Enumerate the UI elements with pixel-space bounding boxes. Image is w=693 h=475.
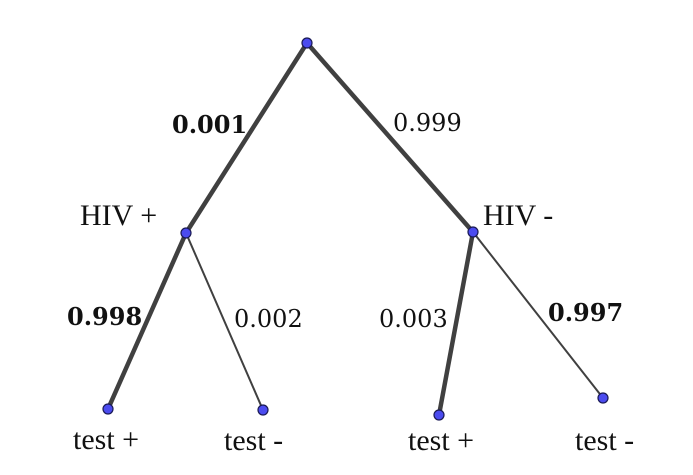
prob-label-hiv-pos-test-pos: 0.998 [67,302,142,331]
node-hiv-pos [180,227,192,239]
node-label-neg-test-neg: test - [575,424,634,457]
edge-hiv-pos-test-pos [105,230,189,412]
node-pos-test-neg [257,404,269,416]
prob-label-hiv-neg-test-pos: 0.003 [379,305,448,333]
node-root [301,37,313,49]
edge-root-hiv-pos [183,40,310,236]
node-neg-test-neg [597,392,609,404]
prob-label-hiv-pos-test-neg: 0.002 [234,305,303,333]
prob-label-hiv-neg-test-neg: 0.997 [548,298,623,327]
node-label-pos-test-pos: test + [73,423,139,456]
node-label-neg-test-pos: test + [408,424,474,457]
node-neg-test-pos [433,409,445,421]
node-hiv-neg [467,226,479,238]
edge-hiv-neg-test-pos [436,229,476,418]
node-label-hiv-pos: HIV + [80,199,157,232]
edge-hiv-neg-test-neg [472,231,604,399]
prob-label-root-hiv-neg: 0.999 [393,109,462,137]
prob-label-root-hiv-pos: 0.001 [172,110,247,139]
node-pos-test-pos [102,403,114,415]
node-label-pos-test-neg: test - [224,424,283,457]
node-label-hiv-neg: HIV - [483,199,553,232]
edge-hiv-pos-test-neg [185,232,264,411]
edge-root-hiv-neg [304,40,476,235]
